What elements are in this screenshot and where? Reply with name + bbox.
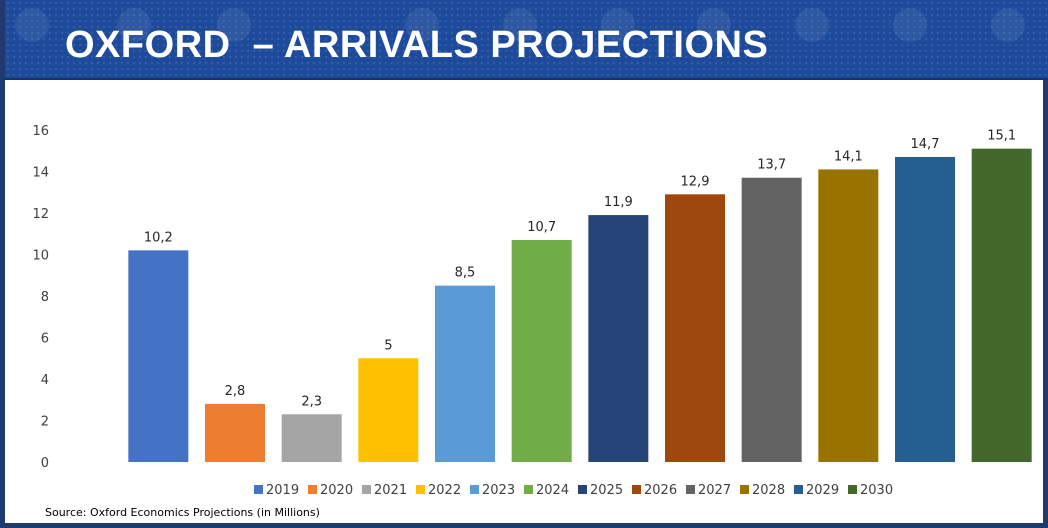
legend-swatch: [524, 485, 533, 494]
y-tick-label: 10: [32, 249, 49, 264]
legend-item-label: 2024: [536, 483, 569, 498]
legend-item-label: 2026: [644, 483, 677, 498]
legend-item-label: 2022: [428, 483, 461, 498]
data-label: 5: [384, 338, 392, 353]
data-label: 10,7: [527, 220, 556, 235]
legend-item-label: 2028: [752, 483, 785, 498]
legend-item-label: 2030: [860, 483, 893, 498]
legend-swatch: [470, 485, 479, 494]
bar-2029: [895, 156, 955, 462]
legend-item-label: 2019: [266, 483, 299, 498]
banner-decoration: [117, 8, 151, 42]
legend-swatch: [254, 485, 263, 494]
slide-title: OXFORD – ARRIVALS PROJECTIONS: [65, 24, 769, 66]
banner-decoration: [697, 8, 731, 42]
data-label: 8,5: [455, 266, 476, 281]
bar-2026: [665, 194, 725, 462]
legend-item-label: 2021: [374, 483, 407, 498]
legend-swatch: [416, 485, 425, 494]
legend-swatch: [362, 485, 371, 494]
legend-item-label: 2020: [320, 483, 353, 498]
banner-decoration: [217, 8, 251, 42]
source-note: Source: Oxford Economics Projections (in…: [45, 506, 320, 519]
bar-2030: [971, 148, 1032, 463]
data-label: 15,1: [987, 129, 1016, 144]
data-label: 11,9: [604, 195, 633, 210]
banner-decoration: [795, 8, 829, 42]
bar-2024: [511, 239, 572, 462]
y-tick-label: 6: [41, 332, 49, 347]
bar-2028: [818, 169, 879, 463]
legend-swatch: [686, 485, 695, 494]
banner-pattern: [5, 0, 1048, 78]
banner-decoration: [503, 8, 537, 42]
bar-2022: [358, 358, 419, 462]
data-label: 14,7: [911, 137, 940, 152]
bar-chart: 0 2 4 6 8 10 12 14 16 10,2 2,8 2,3 5 8,5 10,7 11,9 12,9 1…: [32, 124, 1032, 498]
bar-2021: [281, 414, 342, 462]
bar-2020: [205, 403, 265, 462]
banner-decoration: [405, 8, 439, 42]
legend-item-label: 2027: [698, 483, 731, 498]
legend-item-label: 2025: [590, 483, 623, 498]
data-label: 12,9: [681, 174, 710, 189]
legend-swatch: [740, 485, 749, 494]
legend-swatch: [632, 485, 641, 494]
y-tick-label: 0: [41, 456, 49, 471]
legend-swatch: [308, 485, 317, 494]
y-tick-label: 2: [41, 415, 49, 430]
banner-decoration: [991, 8, 1025, 42]
bar-2027: [741, 177, 802, 462]
y-tick-label: 16: [32, 124, 49, 139]
legend-item-label: 2029: [806, 483, 839, 498]
title-banner: OXFORD – ARRIVALS PROJECTIONS: [5, 0, 1048, 80]
banner-decoration: [601, 8, 635, 42]
data-label: 10,2: [144, 230, 173, 245]
legend-swatch: [848, 485, 857, 494]
legend-swatch: [578, 485, 587, 494]
y-tick-label: 12: [32, 207, 49, 222]
banner-decoration: [15, 8, 49, 42]
bar-2023: [435, 285, 495, 462]
y-tick-label: 14: [32, 166, 49, 181]
y-tick-label: 4: [41, 373, 49, 388]
banner-decoration: [893, 8, 927, 42]
data-label: 14,1: [834, 149, 863, 164]
data-label: 2,8: [225, 384, 246, 399]
legend-swatch: [794, 485, 803, 494]
y-tick-label: 8: [41, 290, 49, 305]
legend-item-label: 2023: [482, 483, 515, 498]
data-label: 2,3: [301, 394, 322, 409]
bar-2019: [128, 250, 189, 462]
data-label: 13,7: [757, 158, 786, 173]
bar-2025: [588, 215, 649, 462]
